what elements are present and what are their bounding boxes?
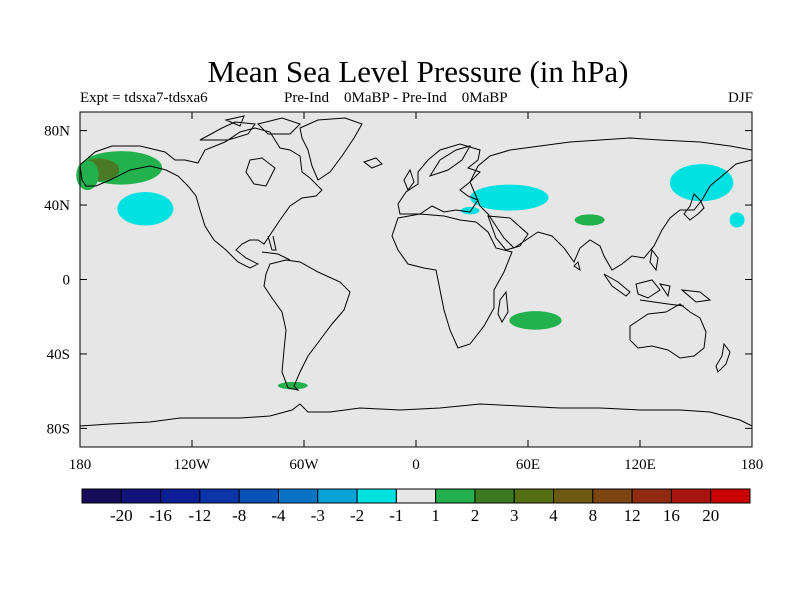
colorbar-label: 3: [510, 506, 519, 525]
y-tick-label: 80S: [47, 421, 70, 437]
colorbar-swatch: [81, 488, 122, 504]
anomaly-region-aleutian-high-west: [76, 160, 99, 191]
coastline-indonesia: [603, 273, 712, 307]
coastline-australia: [629, 303, 707, 359]
coastline-britain: [403, 168, 415, 192]
coastline-antarctica: [79, 403, 753, 427]
anomaly-region-turkey-low: [460, 206, 480, 215]
colorbar-swatch: [553, 488, 594, 504]
x-tick-label: 180: [741, 457, 764, 473]
colorbar-label: 20: [702, 506, 719, 525]
chart-title: Mean Sea Level Pressure (in hPa): [207, 54, 629, 89]
anomaly-region-kamchatka-low: [669, 164, 734, 202]
colorbar-label: 4: [549, 506, 558, 525]
anomaly-region-indian-ocean-high: [509, 311, 562, 330]
anomaly-region-asia-low: [470, 184, 549, 211]
coastline-iceland: [362, 157, 383, 169]
colorbar-swatch: [474, 488, 515, 504]
y-tick-label: 80N: [44, 124, 70, 140]
anomaly-region-pacific-low: [117, 192, 174, 226]
colorbar-swatch: [631, 488, 672, 504]
experiment-label: Expt = tdsxa7-tdsxa6: [80, 90, 208, 106]
colorbar-swatch: [199, 488, 240, 504]
coastline-europe: [397, 143, 481, 215]
coastline-asia: [469, 137, 753, 271]
colorbar-label: -4: [271, 506, 286, 525]
x-tick-label: 120E: [624, 457, 656, 473]
colorbar-swatch: [395, 488, 437, 504]
coastline-scandinavia: [428, 145, 472, 177]
y-tick-label: 40S: [47, 347, 70, 363]
coastline-cuba: [261, 251, 291, 261]
coastline-sri-lanka: [573, 261, 581, 272]
colorbar: -20 -16 -12 -8 -4 -3 -2 -1 1 2 3 4 8 12 16 20: [81, 488, 751, 525]
coastline-florida: [267, 235, 277, 251]
y-tick-label: 40N: [44, 198, 70, 214]
colorbar-label: 16: [663, 506, 680, 525]
colorbar-swatch: [160, 488, 201, 504]
anomaly-region-tibet-high: [574, 214, 605, 226]
colorbar-label: -3: [311, 506, 325, 525]
colorbar-swatch: [277, 488, 319, 504]
season-label: DJF: [727, 90, 753, 106]
coastline-philippines: [649, 248, 659, 272]
colorbar-label: -2: [350, 506, 364, 525]
coastline-arabia: [487, 215, 529, 251]
coastlines: [79, 115, 753, 427]
x-tick-label: 0: [412, 457, 420, 473]
colorbar-swatch: [317, 488, 358, 504]
colorbar-label: 8: [589, 506, 598, 525]
coastline-hudson-bay: [245, 157, 276, 187]
coastline-japan: [683, 193, 705, 221]
x-tick-label: 120W: [174, 457, 212, 473]
colorbar-label: -1: [389, 506, 403, 525]
colorbar-swatch: [435, 488, 476, 504]
x-tick-label: 60W: [289, 457, 319, 473]
map-frame: 180 120W 60W 0 60E 120E 180 80N 40N 0 40S 80S: [44, 111, 764, 473]
colorbar-swatch: [238, 488, 279, 504]
colorbar-label: 1: [431, 506, 440, 525]
colorbar-swatch: [513, 488, 555, 504]
colorbar-label: -20: [110, 506, 133, 525]
colorbar-label: -16: [149, 506, 172, 525]
colorbar-label: -8: [232, 506, 246, 525]
period-label: Pre-Ind 0MaBP - Pre-Ind 0MaBP: [284, 90, 508, 106]
coastline-north-america: [79, 127, 323, 269]
coastline-new-zealand: [715, 342, 731, 373]
anomaly-regions: [76, 151, 745, 390]
coastline-madagascar: [497, 290, 509, 324]
colorbar-swatch: [670, 488, 712, 504]
y-tick-label: 0: [63, 273, 71, 289]
colorbar-label: -12: [189, 506, 212, 525]
colorbar-swatch: [356, 488, 397, 504]
coastline-arctic-islands: [199, 115, 301, 141]
map-ocean: [80, 112, 752, 447]
x-tick-label: 180: [69, 457, 92, 473]
coastline-south-america: [263, 259, 351, 391]
anomaly-region-north-pacific-low-east: [729, 212, 745, 228]
colorbar-label: 12: [624, 506, 641, 525]
colorbar-swatch: [592, 488, 633, 504]
anomaly-region-drake-high: [277, 381, 308, 390]
x-tick-label: 60E: [516, 457, 540, 473]
colorbar-label: 2: [471, 506, 480, 525]
coastline-greenland: [299, 117, 363, 181]
colorbar-swatch: [120, 488, 162, 504]
colorbar-swatch: [710, 488, 751, 504]
coastline-africa: [391, 213, 513, 349]
